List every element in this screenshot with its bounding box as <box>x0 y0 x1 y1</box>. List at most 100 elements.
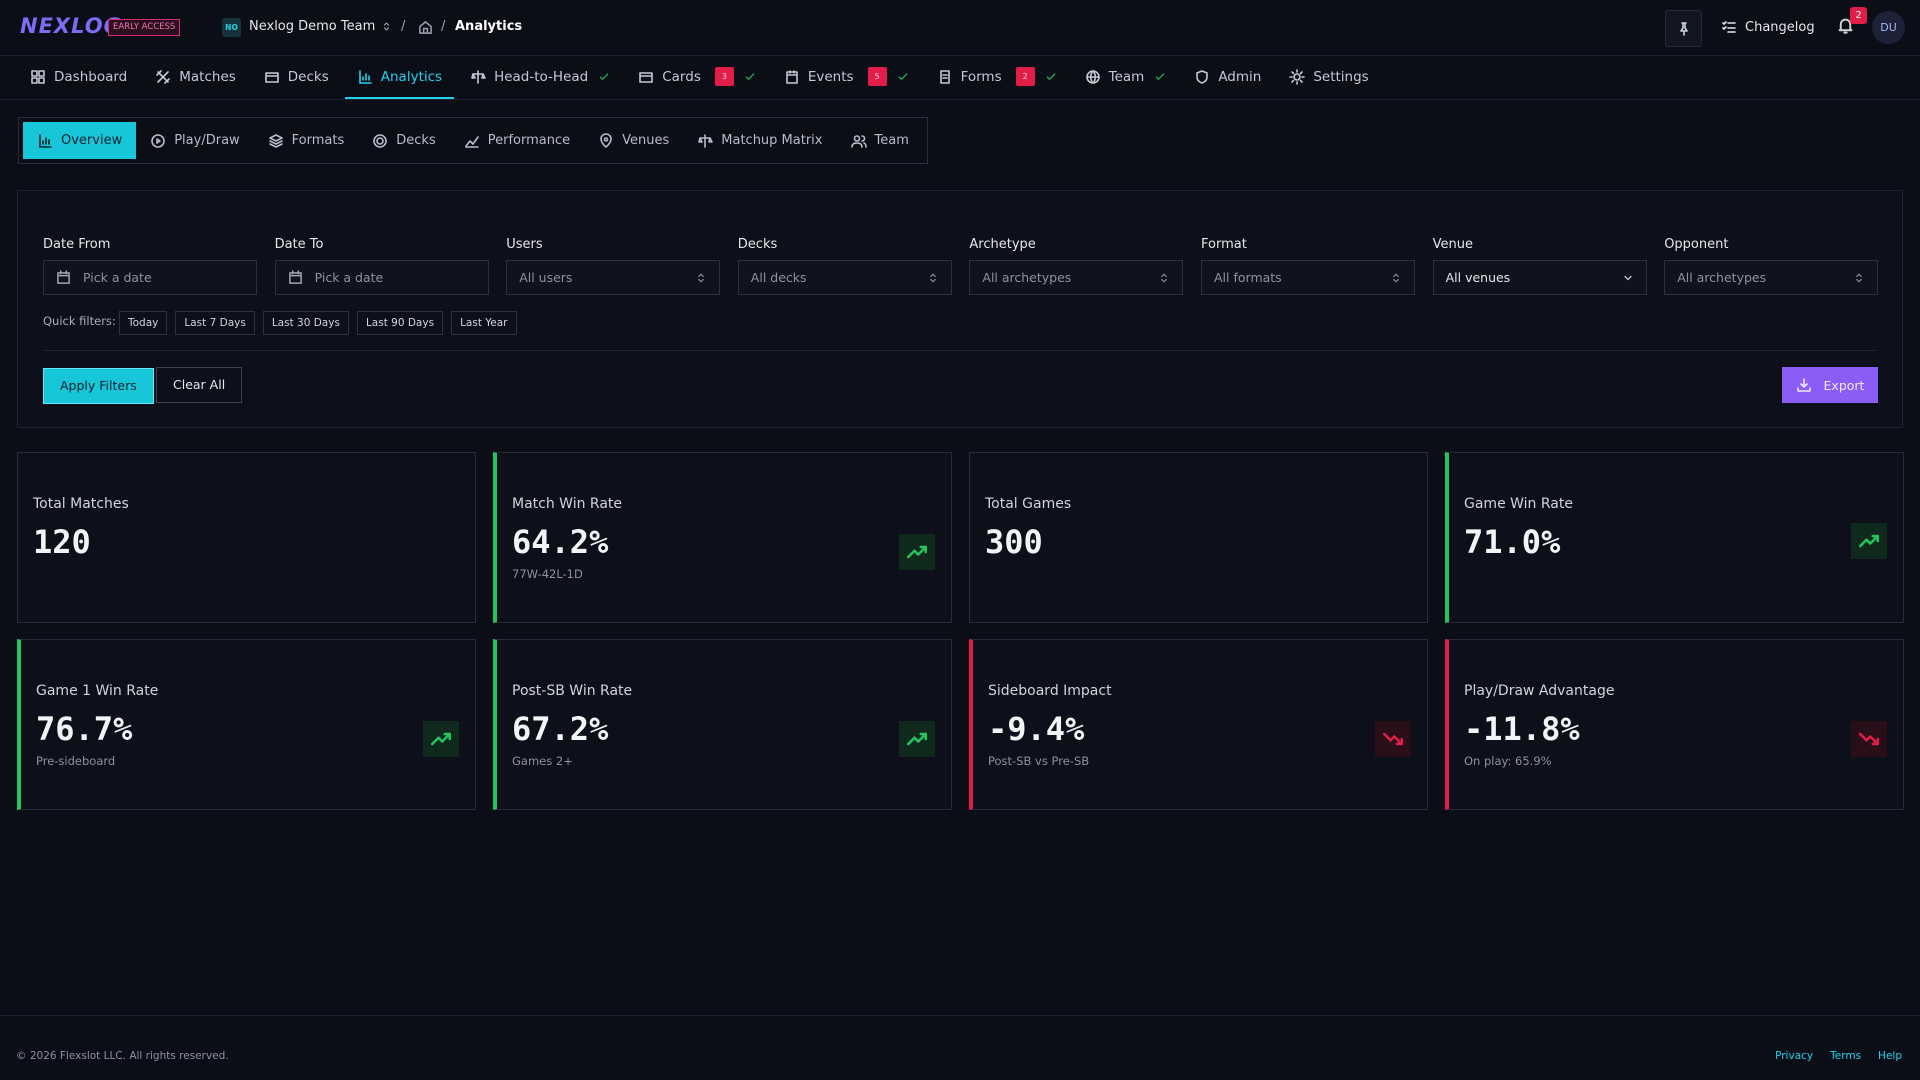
footer-link[interactable]: Help <box>1878 1050 1902 1062</box>
quick-filter[interactable]: Last 7 Days <box>175 311 255 335</box>
nav-item[interactable]: Head-to-Head <box>458 56 622 99</box>
user-avatar[interactable]: DU <box>1872 11 1905 44</box>
nav-item[interactable]: Admin <box>1182 56 1273 99</box>
placeholder[interactable]: Pick a date <box>314 270 384 285</box>
nav-label[interactable]: Admin <box>1218 68 1262 85</box>
team-avatar[interactable]: NO <box>222 18 241 37</box>
list-icon <box>1722 21 1736 33</box>
tab-label[interactable]: Performance <box>487 133 571 148</box>
nav-item[interactable]: Events 5 <box>772 56 921 99</box>
trend-up-icon <box>907 732 927 746</box>
tab-label[interactable]: Decks <box>396 133 436 148</box>
nav-label[interactable]: Decks <box>287 68 329 85</box>
placeholder[interactable]: Pick a date <box>83 270 152 285</box>
sub-tab[interactable]: Formats <box>254 122 359 159</box>
nav-item[interactable]: Team <box>1073 56 1179 99</box>
tab-label[interactable]: Overview <box>61 133 123 148</box>
nav-label[interactable]: Settings <box>1313 68 1369 85</box>
placeholder[interactable]: All venues <box>1445 270 1511 285</box>
clear-button[interactable]: Clear All <box>156 367 243 403</box>
chevrons <box>1856 273 1863 282</box>
quick-filter[interactable]: Today <box>119 311 168 335</box>
nav-icon <box>1196 69 1209 84</box>
stat-value: 67.2% <box>512 710 609 748</box>
select[interactable]: All archetypes <box>1664 260 1879 295</box>
quick-filter[interactable]: Last Year <box>451 311 517 335</box>
sub-tab[interactable]: Play/Draw <box>136 122 253 159</box>
sub-tab[interactable]: Overview <box>23 122 137 159</box>
tab-label[interactable]: Venues <box>622 133 670 148</box>
tab-icon <box>268 133 283 148</box>
nav-item[interactable]: Decks <box>252 56 341 99</box>
nav-label[interactable]: Analytics <box>380 68 443 85</box>
select[interactable]: All decks <box>737 260 952 295</box>
apply-button[interactable]: Apply Filters <box>43 368 154 404</box>
notification-count: 2 <box>1850 7 1867 24</box>
tab-icon <box>698 133 714 148</box>
trend-badge <box>423 721 459 757</box>
sub-tab[interactable]: Venues <box>584 122 683 159</box>
changelog-label[interactable]: Changelog <box>1745 19 1815 35</box>
stat-title: Post-SB Win Rate <box>512 683 633 699</box>
trend-down-icon <box>1383 732 1403 746</box>
field-label: Users <box>506 237 543 252</box>
nav-icon <box>31 69 45 84</box>
team-switcher[interactable]: Nexlog Demo Team <box>249 19 392 34</box>
nav-item[interactable]: Analytics <box>344 56 455 99</box>
nav-label[interactable]: Dashboard <box>54 68 128 85</box>
logo[interactable]: NEXLOG <box>20 14 122 38</box>
nav-label[interactable]: Team <box>1108 68 1145 85</box>
changelog-button[interactable]: Changelog <box>1721 19 1815 35</box>
select[interactable]: All formats <box>1201 260 1415 295</box>
nav-item[interactable]: Forms 2 <box>925 56 1069 99</box>
date-picker[interactable]: Pick a date <box>274 260 489 295</box>
quick-filter[interactable]: Last 90 Days <box>356 311 444 335</box>
placeholder[interactable]: All archetypes <box>982 270 1072 285</box>
placeholder[interactable]: All users <box>519 270 573 285</box>
sub-tab[interactable]: Team <box>837 122 923 159</box>
select[interactable]: All venues <box>1432 260 1647 295</box>
select[interactable]: All users <box>506 260 721 295</box>
sub-tab[interactable]: Performance <box>450 122 584 159</box>
nav-label[interactable]: Matches <box>179 68 236 85</box>
sub-tab[interactable]: Matchup Matrix <box>683 122 836 159</box>
nav-item[interactable]: Dashboard <box>18 56 139 99</box>
calendar-icon <box>288 270 302 284</box>
tab-label[interactable]: Play/Draw <box>174 133 240 148</box>
trend-up-icon <box>907 545 927 559</box>
tab-icon <box>151 133 166 148</box>
placeholder[interactable]: All archetypes <box>1677 270 1767 285</box>
quick-filter[interactable]: Last 30 Days <box>262 311 349 335</box>
date-picker[interactable]: Pick a date <box>43 260 257 295</box>
footer-link[interactable]: Privacy <box>1775 1050 1814 1062</box>
tab-label[interactable]: Matchup Matrix <box>721 133 823 148</box>
placeholder[interactable]: All formats <box>1214 270 1282 285</box>
nav-item[interactable]: Settings <box>1277 56 1380 99</box>
select[interactable]: All archetypes <box>969 260 1184 295</box>
export-label[interactable]: Export <box>1823 377 1865 393</box>
tab-label[interactable]: Team <box>874 133 909 148</box>
quick-filters-label: Quick filters: <box>43 314 116 328</box>
nav-item[interactable]: Matches <box>143 56 248 99</box>
nav-item[interactable]: Cards 3 <box>626 56 768 99</box>
pin-button[interactable] <box>1665 10 1702 47</box>
nav-label[interactable]: Forms <box>960 68 1002 85</box>
export-button[interactable]: Export <box>1782 367 1878 403</box>
nav-label[interactable]: Cards <box>662 68 701 85</box>
notifications-icon[interactable] <box>1836 16 1855 35</box>
home-icon[interactable] <box>418 20 433 35</box>
nav-label[interactable]: Head-to-Head <box>494 68 589 85</box>
tab-label[interactable]: Formats <box>291 133 345 148</box>
team-name[interactable]: Nexlog Demo Team <box>249 19 376 34</box>
stat-card: Total Games 300 <box>969 452 1428 623</box>
tab-icon <box>850 134 867 148</box>
stat-value: 64.2% <box>512 523 609 561</box>
placeholder[interactable]: All decks <box>750 270 807 285</box>
nav-label[interactable]: Events <box>807 68 854 85</box>
copyright: © 2026 Flexslot LLC. All rights reserved… <box>16 1050 229 1062</box>
sub-tab[interactable]: Decks <box>358 122 449 159</box>
download-icon <box>1796 378 1811 392</box>
footer-link[interactable]: Terms <box>1830 1050 1862 1062</box>
